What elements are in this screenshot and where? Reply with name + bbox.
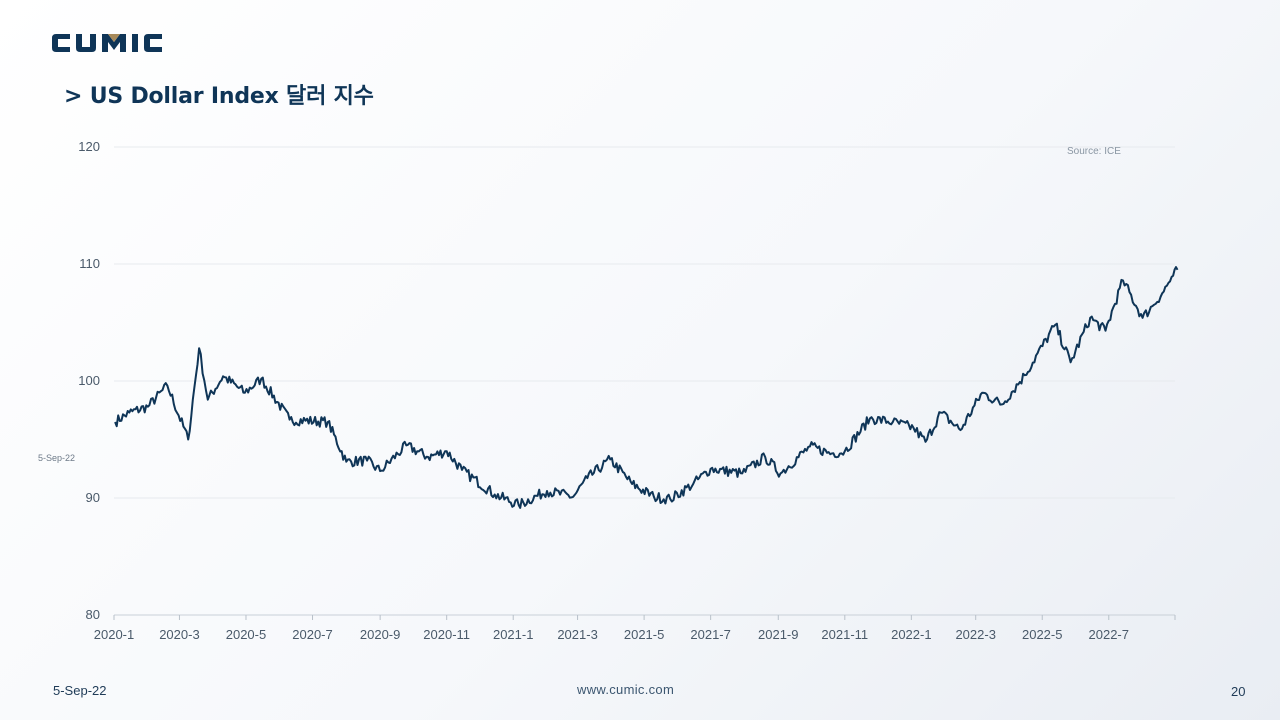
x-tick-label: 2021-5 xyxy=(624,627,664,642)
x-tick-label: 2021-3 xyxy=(557,627,597,642)
x-tick-label: 2020-3 xyxy=(159,627,199,642)
y-axis: 80 90 100 110 120 xyxy=(78,139,100,622)
series-layer xyxy=(114,266,1179,509)
x-axis: 2020-1 2020-3 2020-5 2020-7 2020-9 2020-11 202… xyxy=(94,615,1176,642)
page-number: 20 xyxy=(1231,684,1246,699)
slide-title: > US Dollar Index 달러 지수 xyxy=(64,84,374,109)
x-tick-label: 2022-1 xyxy=(891,627,931,642)
series-line xyxy=(114,266,1179,509)
y-tick-label: 90 xyxy=(86,490,100,505)
side-date-label: 5-Sep-22 xyxy=(38,453,76,463)
y-tick-label: 110 xyxy=(79,256,100,271)
x-tick-label: 2022-3 xyxy=(955,627,995,642)
y-tick-label: 100 xyxy=(78,373,100,388)
x-tick-label: 2020-9 xyxy=(360,627,400,642)
x-tick-label: 2022-5 xyxy=(1022,627,1062,642)
x-tick-label: 2021-9 xyxy=(758,627,798,642)
y-tick-label: 80 xyxy=(86,607,100,622)
x-tick-label: 2020-5 xyxy=(226,627,266,642)
y-tick-label: 120 xyxy=(78,139,100,154)
footer-url[interactable]: www.cumic.com xyxy=(577,682,675,697)
x-tick-label: 2021-1 xyxy=(493,627,533,642)
source-note: Source: ICE xyxy=(1067,146,1121,157)
x-tick-label: 2020-1 xyxy=(94,627,134,642)
cumic-logo xyxy=(50,30,178,56)
x-tick-label: 2020-11 xyxy=(423,627,470,642)
x-tick-label: 2021-11 xyxy=(821,627,868,642)
chart-grid xyxy=(114,146,1175,616)
x-tick-label: 2020-7 xyxy=(292,627,332,642)
footer-date: 5-Sep-22 xyxy=(53,683,107,698)
x-tick-label: 2022-7 xyxy=(1089,627,1129,642)
x-tick-label: 2021-7 xyxy=(690,627,730,642)
